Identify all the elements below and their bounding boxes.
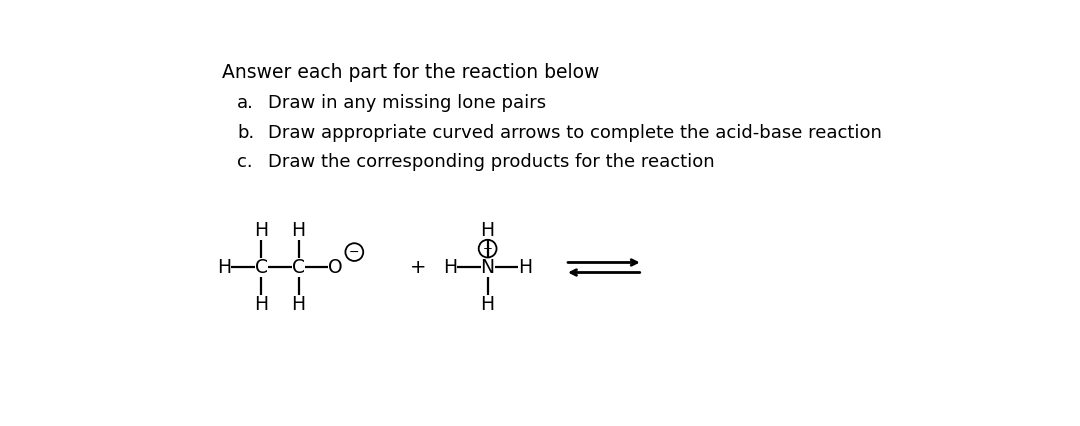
Text: Draw appropriate curved arrows to complete the acid-base reaction: Draw appropriate curved arrows to comple… bbox=[268, 124, 882, 141]
Text: −: − bbox=[349, 246, 360, 259]
Text: C: C bbox=[292, 258, 305, 277]
Text: b.: b. bbox=[238, 124, 255, 141]
Text: N: N bbox=[481, 258, 495, 277]
Text: H: H bbox=[254, 295, 269, 314]
Text: H: H bbox=[217, 258, 231, 277]
Text: H: H bbox=[517, 258, 531, 277]
Text: c.: c. bbox=[238, 153, 253, 171]
Text: C: C bbox=[255, 258, 268, 277]
Text: H: H bbox=[292, 295, 306, 314]
Text: H: H bbox=[254, 221, 269, 240]
Text: Answer each part for the reaction below: Answer each part for the reaction below bbox=[221, 63, 599, 83]
Text: +: + bbox=[409, 258, 427, 277]
Text: +: + bbox=[483, 242, 492, 255]
Text: Draw the corresponding products for the reaction: Draw the corresponding products for the … bbox=[268, 153, 715, 171]
Text: H: H bbox=[292, 221, 306, 240]
Text: Draw in any missing lone pairs: Draw in any missing lone pairs bbox=[268, 94, 546, 112]
Text: O: O bbox=[328, 258, 343, 277]
Text: a.: a. bbox=[238, 94, 254, 112]
Text: H: H bbox=[444, 258, 458, 277]
Text: H: H bbox=[481, 221, 495, 240]
Text: H: H bbox=[481, 295, 495, 314]
